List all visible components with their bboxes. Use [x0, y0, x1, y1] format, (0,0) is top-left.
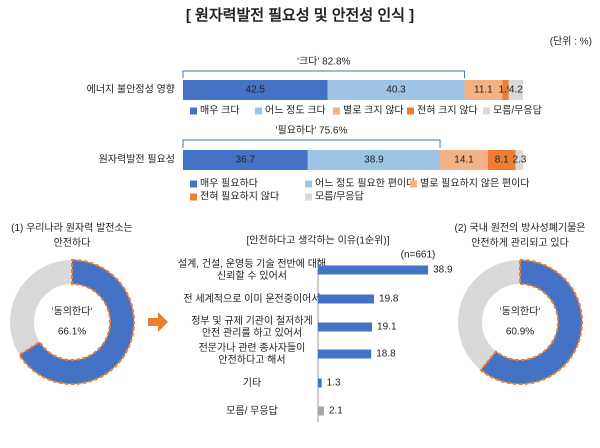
- bar-segment: [487, 150, 516, 170]
- legend-swatch: [255, 107, 262, 115]
- bar: [318, 349, 372, 359]
- bracket: [182, 139, 441, 148]
- legend-swatch: [190, 180, 197, 188]
- legend-swatch: [190, 193, 197, 201]
- bar-segment: [183, 80, 328, 100]
- legend-swatch: [305, 180, 312, 188]
- category-label: 전 세계적으로 이미 운전중이어서: [183, 293, 320, 305]
- donut-title-line: (1) 우리나라 원자력 발전소는: [11, 222, 133, 234]
- legend-label: 별로 크지 않다: [343, 105, 404, 117]
- legend-swatch: [410, 180, 417, 188]
- category-label: 설계, 건설, 운영등 기술 전반에 대해 신뢰할 수 있어서: [178, 257, 326, 282]
- category-label-line: 전 세계적으로 이미 운전중이어서: [183, 293, 320, 305]
- category-label: 정부 및 규제 기관이 철저하게 안전 관리를 하고 있어서: [191, 314, 313, 339]
- donut-value: 66.1%: [58, 327, 86, 338]
- category-label-line: 기타: [243, 377, 261, 389]
- bar: [318, 265, 429, 275]
- donut-title-line: 안전하다: [54, 236, 91, 249]
- annotation: '크다' 82.8%: [297, 56, 350, 68]
- legend-label: 모름/무응답: [493, 105, 542, 117]
- note: (n=661): [401, 250, 436, 261]
- legend-label: 전혀 필요하지 않다: [200, 190, 279, 203]
- category-label: 전문가나 관련 종사자들이 안전하다고 해서: [199, 342, 306, 366]
- value-label: 11.1: [474, 85, 493, 96]
- value-label: 38.9: [433, 265, 453, 276]
- row-label: 에너지 불안정성 영향: [87, 84, 175, 96]
- value-label: 4.2: [509, 85, 523, 96]
- legend-label: 어느 정도 크다: [265, 105, 326, 117]
- category-label-line: 설계, 건설, 운영등 기술 전반에 대해: [178, 257, 326, 270]
- bar-segment: [464, 80, 503, 100]
- bar-segment: [307, 150, 441, 170]
- value-label: 36.7: [236, 155, 256, 166]
- legend-label: 매우 필요하다: [200, 177, 258, 190]
- category-label: 모름/ 무응답: [226, 405, 278, 417]
- legend-swatch: [190, 107, 197, 115]
- donut-title-line: (2) 국내 원전의 방사성폐기물은: [455, 222, 586, 234]
- category-label-line: 안전 관리를 하고 있어서: [202, 326, 302, 339]
- bar: [318, 294, 375, 304]
- donut-hole: [483, 285, 557, 359]
- category-label-line: 안전하다고 해서: [218, 353, 285, 366]
- bar: [318, 378, 322, 388]
- donut-value: 60.9%: [506, 327, 534, 338]
- annotation: '필요하다' 75.6%: [276, 124, 348, 137]
- value-label: 19.1: [377, 322, 397, 333]
- bar-segment: [515, 150, 524, 170]
- value-label: 19.8: [379, 294, 399, 305]
- legend-label: 모름/무응답: [315, 191, 364, 203]
- value-label: 42.5: [246, 85, 266, 96]
- bar-segment: [440, 150, 488, 170]
- legend-swatch: [483, 107, 490, 115]
- donut-center-label: '동의한다': [52, 306, 93, 318]
- legend-label: 전혀 크지 않다: [417, 105, 478, 117]
- bar-segment: [327, 80, 465, 100]
- arrow: [148, 312, 168, 332]
- category-label-line: 전문가나 관련 종사자들이: [199, 342, 306, 354]
- bar: [318, 322, 373, 332]
- donut-segment: [18, 258, 135, 385]
- donut-center-label: '동의한다': [500, 306, 541, 318]
- row-label: 원자력발전 필요성: [99, 154, 175, 166]
- unit-note: (단위 : %): [550, 35, 592, 48]
- category-label: 기타: [243, 377, 261, 389]
- bar-segment: [502, 80, 509, 100]
- chart-title: [안전하다고 생각하는 이유(1순위)]: [247, 234, 390, 247]
- category-label-line: 정부 및 규제 기관이 철저하게: [191, 314, 313, 327]
- legend-swatch: [333, 107, 340, 115]
- donut-title-line: 안전하게 관리되고 있다: [471, 236, 569, 249]
- value-label: 2.1: [329, 406, 343, 417]
- category-label-line: 신뢰할 수 있어서: [217, 270, 287, 282]
- value-label: 38.9: [364, 155, 384, 166]
- value-label: 1.9: [499, 85, 513, 96]
- value-label: 8.1: [495, 155, 509, 166]
- legend-label: 별로 필요하지 않은 편이다: [420, 177, 530, 190]
- legend-swatch: [407, 107, 414, 115]
- value-label: 2.3: [512, 155, 526, 166]
- page-title: [ 원자력발전 필요성 및 안전성 인식 ]: [186, 6, 414, 24]
- value-label: 40.3: [386, 85, 406, 96]
- value-label: 1.3: [327, 378, 341, 389]
- legend-label: 매우 크다: [200, 105, 240, 117]
- category-label-line: 모름/ 무응답: [226, 405, 278, 417]
- bracket: [182, 70, 466, 78]
- value-label: 14.1: [454, 155, 474, 166]
- bar: [318, 406, 324, 416]
- donut-segment: [479, 258, 583, 385]
- value-label: 18.8: [376, 349, 396, 360]
- legend-swatch: [305, 193, 312, 201]
- bar-segment: [183, 150, 308, 170]
- donut-hole: [35, 285, 109, 359]
- legend-label: 어느 정도 필요한 편이다: [315, 178, 415, 190]
- bar-segment: [508, 80, 523, 100]
